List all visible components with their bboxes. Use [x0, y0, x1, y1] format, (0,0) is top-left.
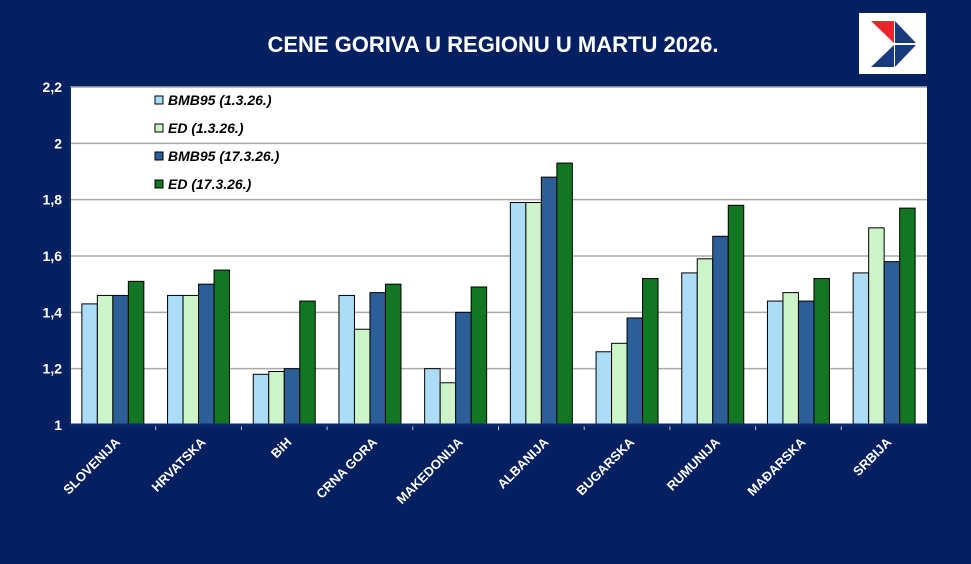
legend-label: ED (1.3.26.)	[168, 120, 244, 136]
bar	[712, 235, 729, 426]
bar	[696, 258, 714, 426]
bar	[167, 294, 184, 426]
bar	[868, 227, 885, 426]
legend-label: BMB95 (17.3.26.)	[168, 148, 280, 164]
x-tick-label: ALBANIJA	[494, 434, 552, 492]
bar	[268, 370, 285, 426]
bar	[626, 317, 644, 426]
y-tick-label: 1,4	[43, 304, 63, 320]
bar	[213, 269, 231, 426]
bar	[299, 300, 316, 426]
bar	[681, 272, 698, 426]
bar	[642, 278, 659, 426]
legend-label: ED (17.3.26.)	[168, 176, 252, 192]
bar	[509, 201, 527, 426]
x-tick-label: SRBIJA	[850, 434, 895, 479]
y-tick-label: 1	[54, 417, 62, 433]
y-tick-label: 1,6	[43, 248, 63, 264]
bar	[424, 368, 441, 426]
bar	[595, 351, 613, 426]
legend-swatch	[154, 179, 164, 189]
bar	[96, 294, 114, 426]
y-tick-label: 2	[54, 135, 62, 151]
logo	[859, 13, 926, 74]
bar	[182, 294, 200, 426]
bar	[283, 368, 301, 426]
bar	[338, 294, 355, 426]
y-tick-label: 1,2	[43, 361, 63, 377]
bar	[369, 292, 386, 426]
bar	[525, 201, 542, 426]
bar	[252, 373, 270, 426]
y-tick-label: 2,2	[43, 79, 63, 95]
x-tick-label: CRNA GORA	[313, 434, 380, 501]
bar	[353, 328, 371, 426]
x-tick-label: MAKEDONIJA	[393, 434, 466, 507]
legend-swatch	[154, 123, 164, 133]
bar	[470, 286, 488, 426]
bar	[782, 292, 799, 426]
bar	[852, 272, 870, 426]
bar	[797, 300, 815, 426]
bar	[198, 283, 215, 426]
bar	[81, 303, 98, 426]
bar	[127, 280, 145, 426]
legend-label: BMB95 (1.3.26.)	[168, 92, 272, 108]
bar	[611, 342, 628, 426]
x-tick-label: SLOVENIJA	[60, 434, 123, 497]
bar	[384, 283, 402, 426]
y-tick-label: 1,8	[43, 192, 63, 208]
bar	[439, 382, 457, 426]
bar	[540, 176, 558, 426]
bar	[727, 204, 745, 426]
x-tick-label: BiH	[268, 435, 294, 461]
x-tick-label: BUGARSKA	[573, 434, 637, 498]
x-tick-label: HRVATSKA	[149, 434, 210, 495]
legend-swatch	[154, 95, 164, 105]
bar	[813, 278, 830, 426]
bar	[455, 311, 472, 426]
bar	[766, 300, 784, 426]
chart-title: CENE GORIVA U REGIONU U MARTU 2026.	[267, 32, 718, 57]
bar	[883, 261, 901, 426]
legend-swatch	[154, 151, 164, 161]
bar	[112, 294, 129, 426]
bar	[556, 162, 573, 426]
x-tick-label: MAĐARSKA	[744, 434, 809, 499]
x-tick-label: RUMUNIJA	[664, 434, 724, 494]
bar	[899, 207, 916, 426]
